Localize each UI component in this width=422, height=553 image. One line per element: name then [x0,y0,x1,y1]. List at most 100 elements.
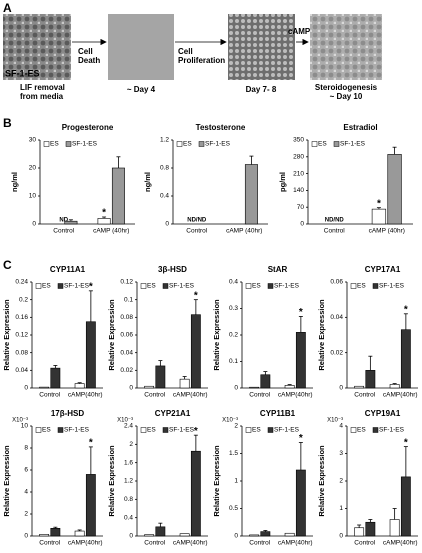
bar [284,532,295,537]
y-tick-label: 0 [165,221,169,228]
y-axis-label: Relative Expression [2,445,11,517]
y-tick-label: 0.4 [160,193,169,200]
x-tick-label: Control [53,228,75,235]
y-tick-label: 0.06 [120,332,133,339]
legend-swatch [162,283,169,289]
y-tick-label: 1 [234,478,238,485]
significance-mark: * [89,281,93,292]
legend-label: SF-1-ES [64,427,90,434]
y-tick-label: 30 [29,137,37,144]
chart-title: CYP11B1 [260,409,296,418]
legend-label: SF-1-ES [64,283,90,290]
significance-mark: * [299,307,303,318]
chart-title: CYP19A1 [365,409,401,418]
caption: Steroidogenesis [315,83,378,92]
y-tick-label: 0.12 [15,332,28,339]
y-tick-label: 2 [234,423,238,430]
y-axis-label: Relative Expression [212,299,221,371]
y-tick-label: 1.6 [124,459,133,466]
x-tick-label: Control [249,540,271,547]
legend-label: ES [357,427,366,434]
legend-label: SF-1-ES [340,141,366,148]
legend-label: SF-1-ES [169,283,195,290]
y-tick-label: 0.16 [15,314,28,321]
significance-mark: * [194,290,198,301]
y-tick-label: 0 [24,385,28,392]
bar [354,385,365,389]
step-label: Death [78,56,100,65]
y-tick-label: 20 [29,165,37,172]
legend-swatch [245,283,252,289]
y-tick-label: 10 [29,193,37,200]
y-tick-label: 0.3 [229,305,238,312]
legend-swatch [140,427,147,433]
legend-label: ES [318,141,327,148]
legend-swatch [43,141,50,147]
y-axis-label: pg/ml [278,172,287,192]
y-tick-label: 1 [339,505,343,512]
legend-swatch [57,427,64,433]
caption: Day 7- 8 [246,85,277,94]
legend-swatch [267,427,274,433]
significance-mark: * [299,433,303,444]
bar [155,526,166,537]
bar [400,329,411,389]
bar [389,519,400,537]
legend-label: SF-1-ES [274,427,300,434]
legend-label: ES [42,427,51,434]
bar [260,374,271,389]
legend-label: ES [147,427,156,434]
legend-swatch [162,427,169,433]
y-tick-label: 0.1 [229,358,238,365]
legend-label: ES [252,283,261,290]
y-tick-label: 2 [339,478,343,485]
chart-title: Progesterone [62,123,114,132]
y-tick-label: 0.08 [120,314,133,321]
bar [365,521,376,537]
y-tick-label: 0.04 [330,314,343,321]
x-tick-label: Control [324,228,346,235]
caption: from media [20,92,64,101]
legend-label: ES [252,427,261,434]
y-tick-label: 1.2 [160,137,169,144]
bar [284,385,295,389]
legend-swatch [140,283,147,289]
y-tick-label: 140 [293,187,304,194]
scale-label: X10⁻³ [222,418,238,424]
legend-swatch [372,427,379,433]
x-tick-label: cAMP(40hr) [173,540,208,547]
panel-label: A [3,1,12,15]
legend-label: SF-1-ES [205,141,231,148]
significance-mark: * [404,304,408,315]
image-label: SF-1-ES [5,68,40,78]
y-tick-label: 0 [32,221,36,228]
y-tick-label: 0 [234,385,238,392]
y-tick-label: 0.12 [120,279,133,286]
chart-title: Testosterone [196,123,246,132]
y-tick-label: 350 [293,137,304,144]
y-tick-label: 0.8 [160,165,169,172]
legend-label: ES [357,283,366,290]
legend-label: SF-1-ES [274,283,300,290]
y-axis-label: Relative Expression [317,445,326,517]
y-tick-label: 0.02 [120,367,133,374]
y-tick-label: 4 [24,489,28,496]
y-tick-label: 0.04 [15,367,28,374]
y-tick-label: 0 [300,221,304,228]
step-label: cAMP [288,27,311,36]
y-tick-label: 2 [129,441,133,448]
panel-label: C [3,258,12,272]
x-tick-label: Control [39,540,61,547]
scale-label: X10⁻³ [117,418,133,424]
bar [179,533,190,537]
legend-label: ES [50,141,59,148]
chart-title: CYP21A1 [155,409,191,418]
legend-label: ES [42,283,51,290]
chart-title: CYP17A1 [365,265,401,274]
x-tick-label: cAMP (40hr) [226,228,262,235]
bar [179,378,190,389]
x-tick-label: Control [354,540,376,547]
chart-title: 17β-HSD [51,409,85,418]
x-tick-label: Control [186,228,208,235]
bar [354,527,365,537]
